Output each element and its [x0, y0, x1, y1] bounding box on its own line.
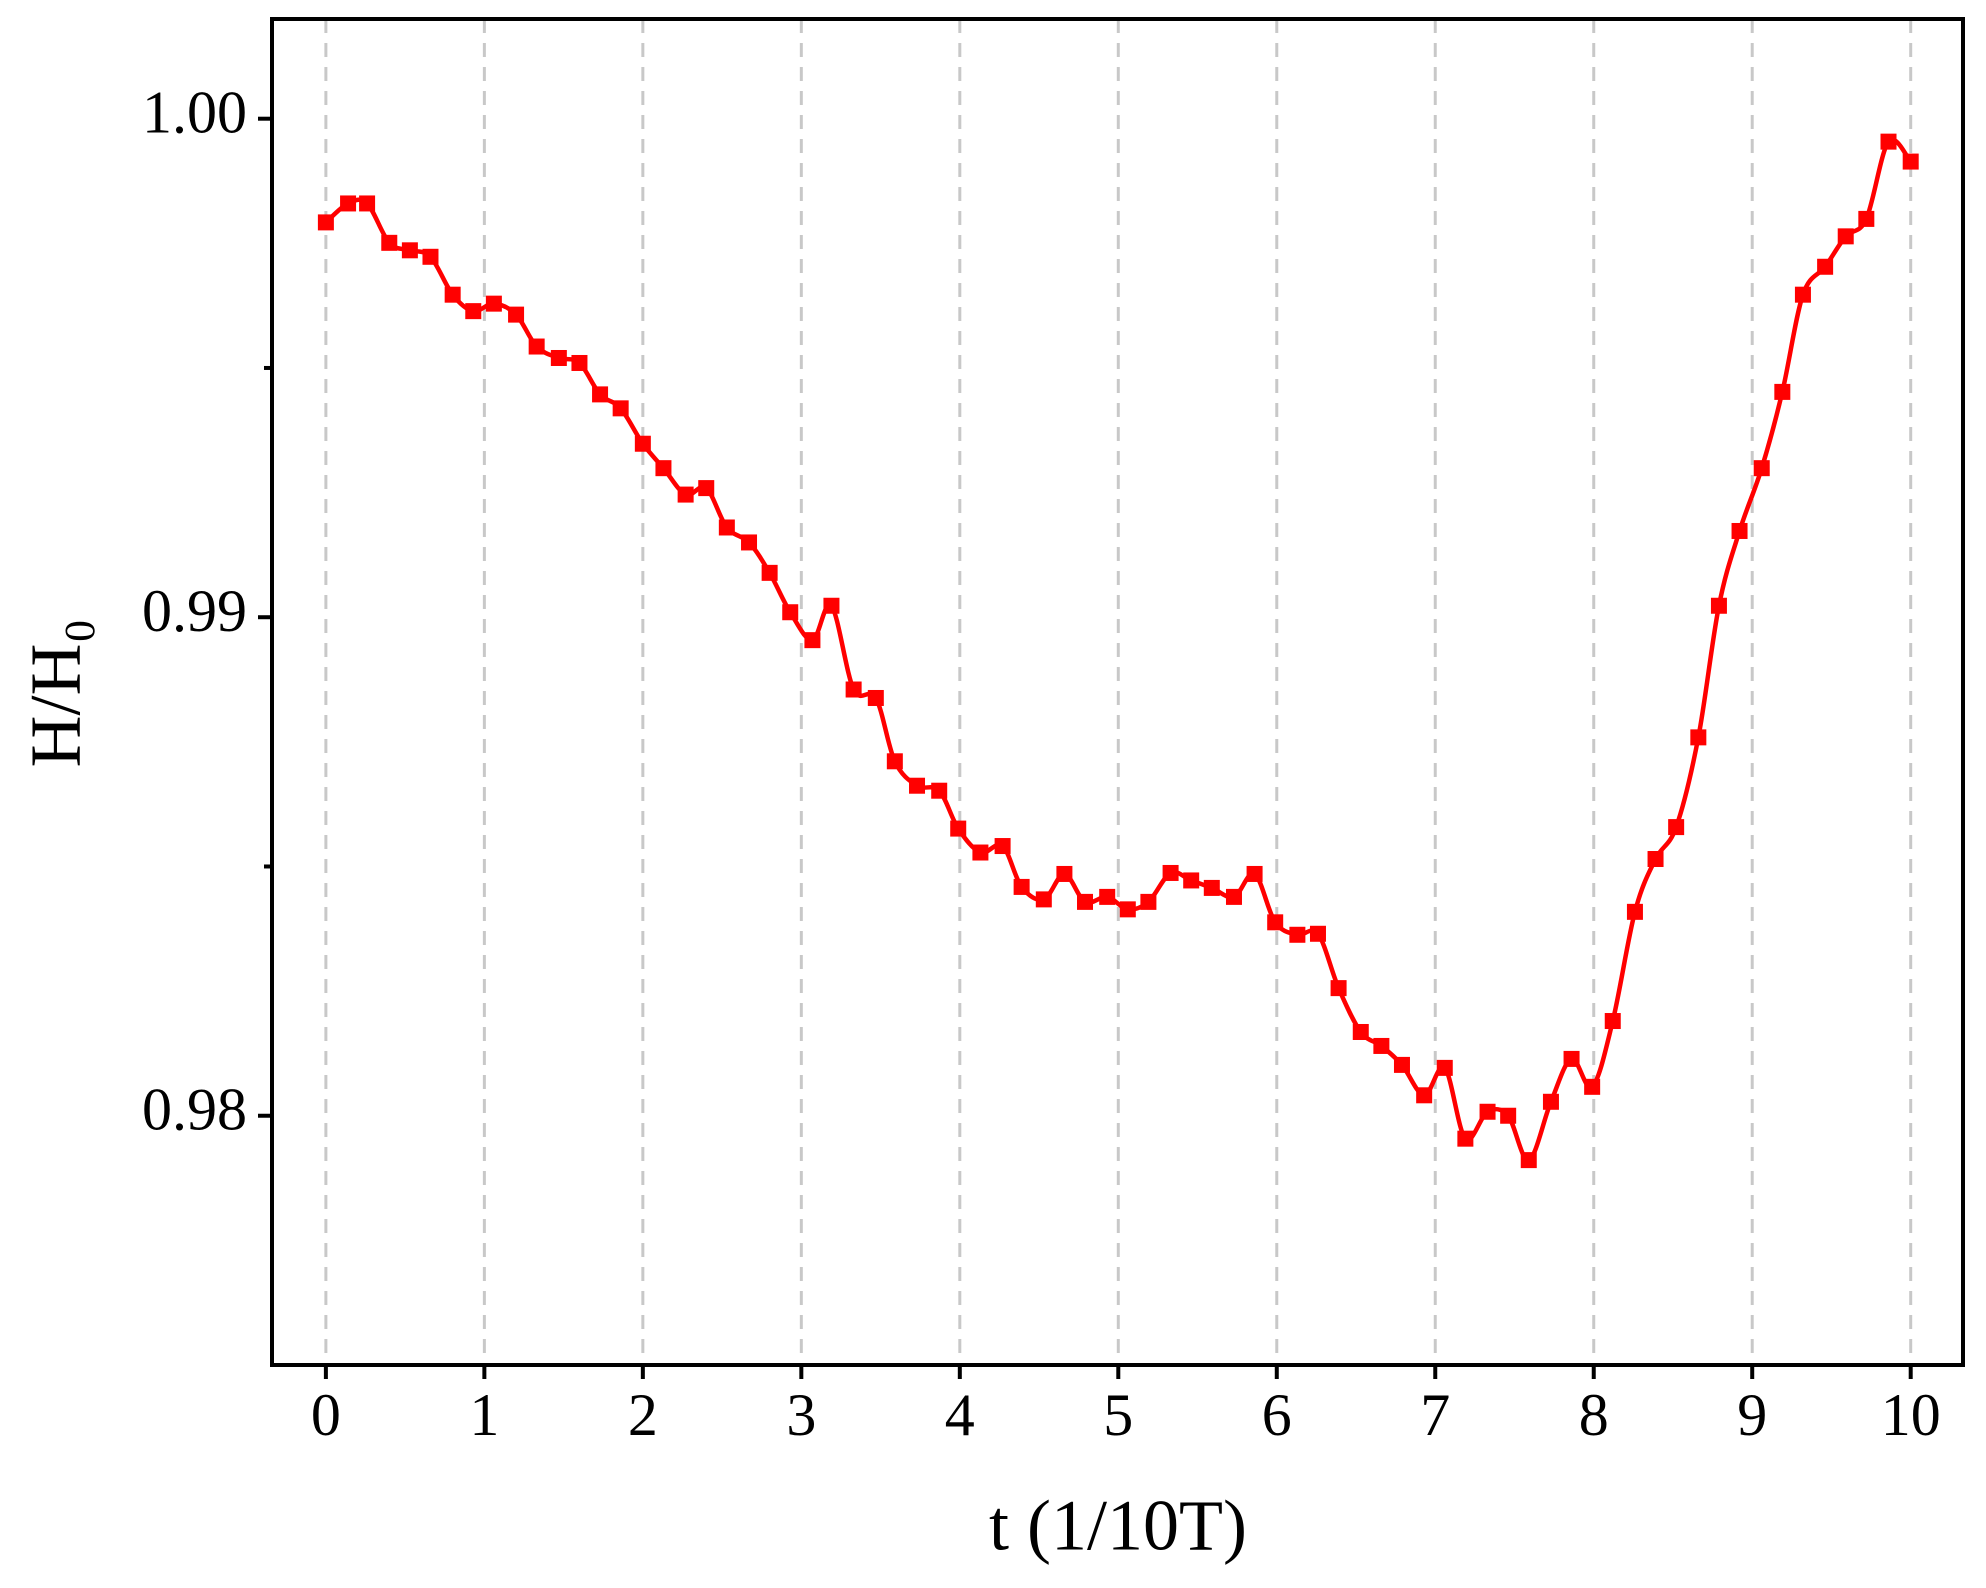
- data-point: [886, 753, 903, 770]
- x-tick-label: 5: [1103, 1382, 1133, 1448]
- data-point: [1858, 210, 1875, 227]
- x-tick-label: 0: [311, 1382, 341, 1448]
- data-point: [1902, 153, 1919, 170]
- data-point: [1099, 888, 1116, 905]
- x-tick-label: 6: [1262, 1382, 1292, 1448]
- data-point: [1162, 864, 1179, 881]
- data-point: [1584, 1078, 1601, 1095]
- data-point: [741, 534, 758, 551]
- data-point: [1479, 1103, 1496, 1120]
- data-point: [931, 782, 948, 799]
- data-point: [1077, 893, 1094, 910]
- data-point: [655, 460, 672, 477]
- data-point: [845, 681, 862, 698]
- data-point: [1267, 914, 1284, 931]
- y-tick-label: 0.98: [142, 1077, 247, 1143]
- data-point: [340, 195, 357, 212]
- data-point: [612, 400, 629, 417]
- data-point: [1035, 891, 1052, 908]
- data-point: [1500, 1107, 1517, 1124]
- data-point: [823, 597, 840, 614]
- data-point: [1225, 888, 1242, 905]
- y-tick-label: 1.00: [142, 79, 247, 145]
- data-point: [1457, 1130, 1474, 1147]
- y-axis-title: H/H₀: [16, 618, 96, 767]
- x-tick-label: 10: [1881, 1382, 1941, 1448]
- data-point: [1753, 460, 1770, 477]
- data-point: [1246, 865, 1263, 882]
- data-point: [972, 844, 989, 861]
- data-point: [1203, 879, 1220, 896]
- data-point: [550, 349, 567, 366]
- data-point: [422, 248, 439, 265]
- data-point: [1289, 926, 1306, 943]
- x-tick-label: 1: [469, 1382, 499, 1448]
- data-point: [508, 306, 525, 323]
- x-axis-title: t (1/10T): [989, 1486, 1247, 1566]
- data-point: [1563, 1050, 1580, 1067]
- data-point: [1626, 903, 1643, 920]
- data-point: [1183, 872, 1200, 889]
- data-point: [1690, 729, 1707, 746]
- data-point: [1731, 522, 1748, 539]
- data-point: [1774, 383, 1791, 400]
- x-tick-label: 9: [1737, 1382, 1767, 1448]
- data-point: [1817, 258, 1834, 275]
- data-point: [1604, 1013, 1621, 1030]
- data-point: [867, 689, 884, 706]
- data-point: [1647, 851, 1664, 868]
- x-tick-label: 4: [945, 1382, 975, 1448]
- data-point: [1140, 893, 1157, 910]
- data-point: [950, 820, 967, 837]
- plot-frame: [270, 17, 1965, 1367]
- data-point: [1373, 1037, 1390, 1054]
- data-point: [1520, 1152, 1537, 1169]
- data-point: [444, 286, 461, 303]
- data-point: [1013, 878, 1030, 895]
- data-point: [1436, 1059, 1453, 1076]
- data-point: [1330, 980, 1347, 997]
- data-point: [1393, 1056, 1410, 1073]
- data-point: [1416, 1087, 1433, 1104]
- data-point: [1710, 597, 1727, 614]
- data-point: [718, 519, 735, 536]
- data-point: [1056, 865, 1073, 882]
- x-tick-label: 7: [1420, 1382, 1450, 1448]
- data-point: [401, 242, 418, 259]
- data-point: [571, 354, 588, 371]
- data-point: [1837, 228, 1854, 245]
- data-point: [677, 486, 694, 503]
- data-point: [698, 480, 715, 497]
- data-point: [1542, 1093, 1559, 1110]
- data-point: [1880, 133, 1897, 150]
- data-point: [1794, 286, 1811, 303]
- data-point: [1352, 1023, 1369, 1040]
- x-tick-label: 2: [628, 1382, 658, 1448]
- data-point: [994, 838, 1011, 855]
- data-point: [1119, 901, 1136, 918]
- data-point: [1309, 925, 1326, 942]
- y-tick-label: 0.99: [142, 578, 247, 644]
- data-point: [782, 604, 799, 621]
- x-tick-label: 3: [786, 1382, 816, 1448]
- data-point: [317, 214, 334, 231]
- data-point: [761, 564, 778, 581]
- data-point: [1668, 819, 1685, 836]
- data-point: [465, 303, 482, 320]
- data-point: [909, 777, 926, 794]
- x-tick-label: 8: [1579, 1382, 1609, 1448]
- data-point: [528, 338, 545, 355]
- data-point: [634, 435, 651, 452]
- data-point: [804, 632, 821, 649]
- data-point: [592, 386, 609, 403]
- data-point: [359, 195, 376, 212]
- data-point: [381, 234, 398, 251]
- data-point: [485, 295, 502, 312]
